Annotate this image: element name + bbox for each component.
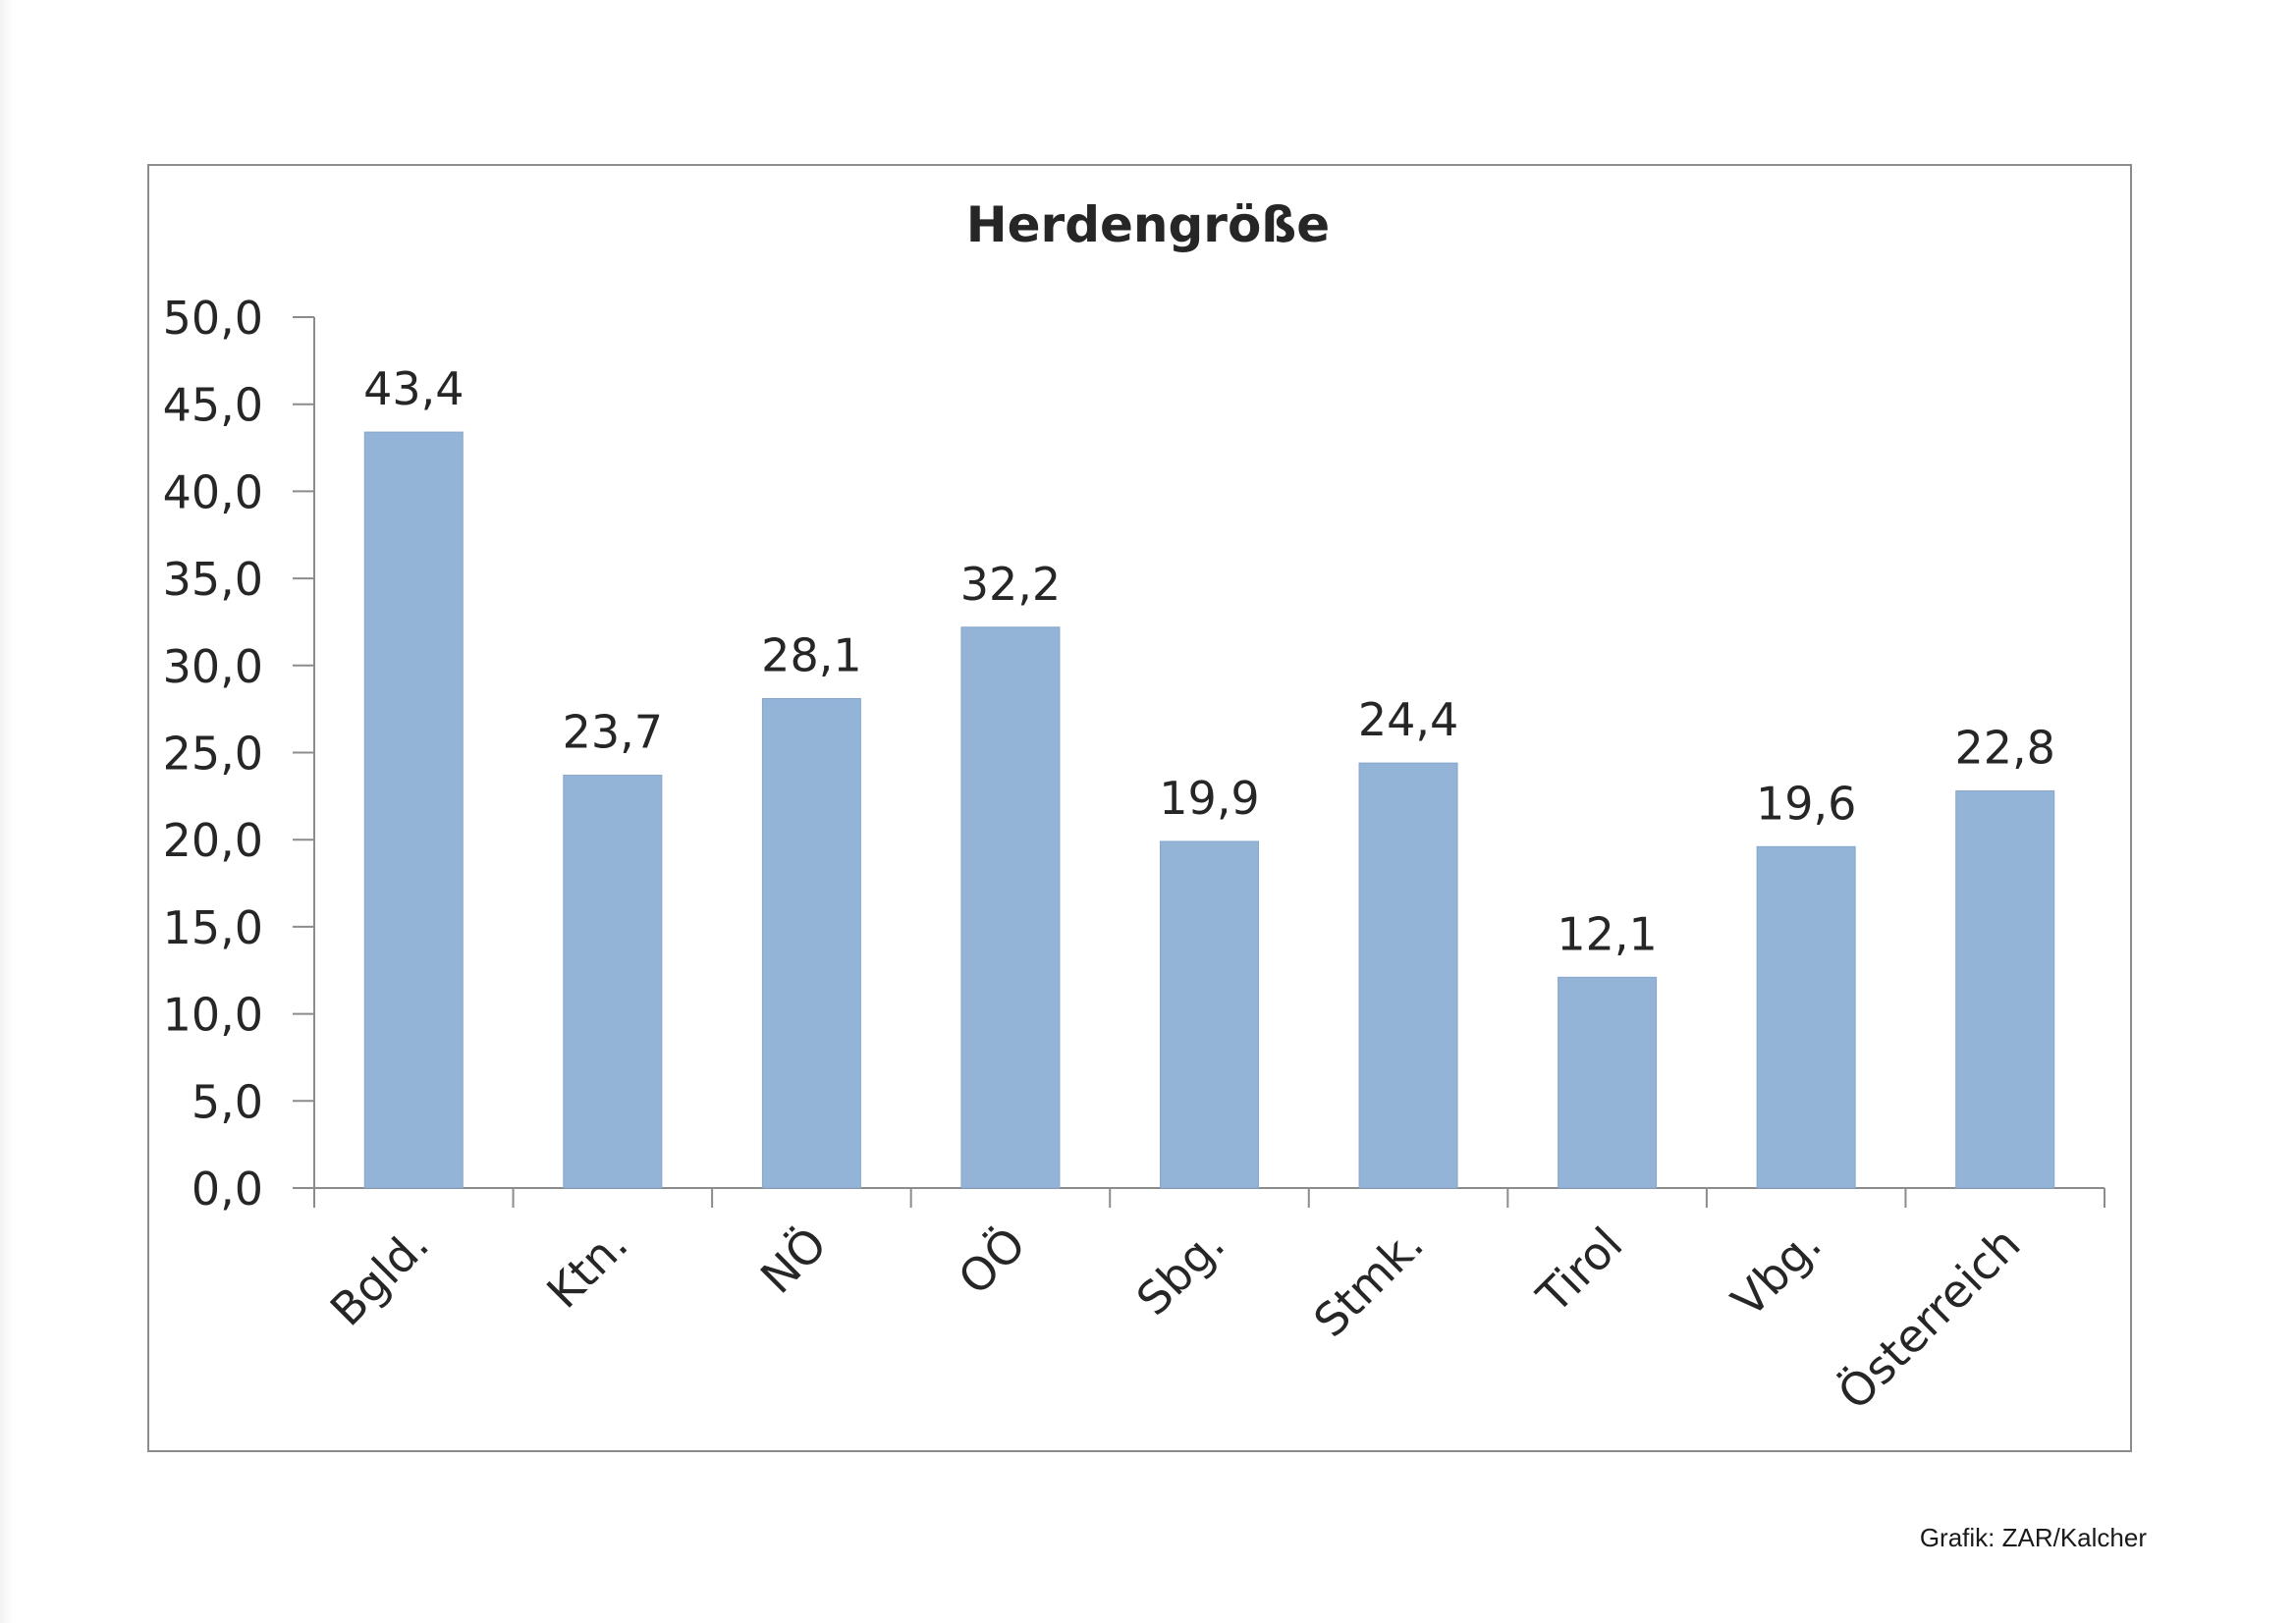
- bar-value-label: 28,1: [761, 629, 861, 682]
- x-category-label: Tirol: [1526, 1217, 1632, 1324]
- bar-value-label: 32,2: [960, 558, 1061, 611]
- chart-frame: [147, 164, 2132, 1452]
- bar: [1160, 840, 1259, 1189]
- y-tick-label: 35,0: [163, 553, 263, 606]
- x-category-label: OÖ: [948, 1217, 1035, 1305]
- bar-value-label: 24,4: [1358, 693, 1458, 746]
- bar-value-label: 43,4: [363, 362, 464, 415]
- x-category-label: NÖ: [750, 1217, 837, 1304]
- x-category-label: Ktn.: [536, 1217, 637, 1319]
- y-tick-label: 5,0: [191, 1075, 263, 1128]
- x-category-label: Sbg.: [1126, 1217, 1234, 1325]
- bar-value-label: 12,1: [1557, 907, 1657, 960]
- bar: [1358, 762, 1458, 1189]
- y-tick-label: 20,0: [163, 814, 263, 867]
- y-tick-label: 0,0: [191, 1163, 263, 1216]
- scan-edge: [0, 0, 14, 1623]
- bar: [1558, 976, 1658, 1189]
- bar: [563, 775, 663, 1189]
- y-tick-label: 25,0: [163, 728, 263, 781]
- y-tick-label: 15,0: [163, 901, 263, 954]
- bar: [761, 698, 861, 1189]
- credit-text: Grafik: ZAR/Kalcher: [1919, 1523, 2147, 1552]
- bar: [960, 626, 1061, 1189]
- bar-value-label: 23,7: [563, 706, 663, 759]
- y-tick-label: 10,0: [163, 989, 263, 1042]
- bar: [1756, 845, 1856, 1189]
- y-tick-label: 30,0: [163, 640, 263, 693]
- chart-title: Herdengröße: [965, 196, 1331, 253]
- y-tick-label: 45,0: [163, 379, 263, 432]
- x-category-label: Stmk.: [1303, 1217, 1433, 1347]
- y-tick-label: 40,0: [163, 465, 263, 518]
- bar-value-label: 22,8: [1955, 722, 2055, 775]
- bar: [1955, 790, 2055, 1189]
- x-category-label: Vbg.: [1722, 1217, 1831, 1327]
- bar-value-label: 19,9: [1159, 772, 1259, 825]
- x-category-label: Bgld.: [320, 1217, 439, 1336]
- bar-value-label: 19,6: [1756, 777, 1856, 830]
- x-category-label: Österreich: [1828, 1217, 2031, 1421]
- y-tick-label: 50,0: [163, 292, 263, 345]
- bar: [363, 431, 464, 1189]
